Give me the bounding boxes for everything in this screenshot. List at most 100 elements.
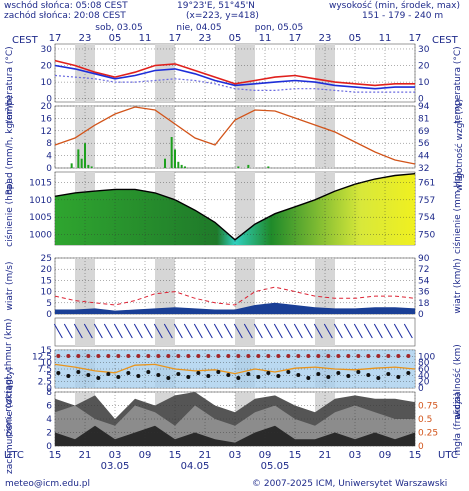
wind-ylabel-left: wiatr (m/s) xyxy=(5,261,15,311)
wind-mean-area xyxy=(55,302,415,314)
ytick-right-1: 32 xyxy=(418,164,429,174)
cloud-top-dot xyxy=(236,354,241,358)
cloud-top-dot xyxy=(376,354,381,358)
hour-bottom-tick: 09 xyxy=(379,450,392,461)
wind-direction-arrow xyxy=(123,323,133,339)
ytick-left-5: 0 xyxy=(46,442,52,452)
ytick-right-2: 754 xyxy=(418,213,435,223)
ytick-right-1: 81 xyxy=(418,114,429,124)
wind-direction-arrow xyxy=(383,323,393,339)
cloud-base-dot xyxy=(406,371,411,375)
cloud-top-dot xyxy=(346,354,351,358)
cloud-top-dot xyxy=(66,354,71,358)
cloud-top-dot xyxy=(386,354,391,358)
cloud-base-dot xyxy=(366,373,371,377)
cloud-base-dot xyxy=(386,372,391,376)
hour-bottom-tick: 15 xyxy=(49,450,62,461)
ytick-left-3: 10 xyxy=(41,288,53,298)
hour-bottom-tick: 15 xyxy=(409,450,422,461)
ytick-left-4: 7.5 xyxy=(38,365,52,375)
cloud-top-dot xyxy=(366,354,371,358)
hour-bottom-tick: 15 xyxy=(169,450,182,461)
cloud-top-dot xyxy=(86,354,91,358)
ytick-right-5: 0.75 xyxy=(418,402,438,412)
wind-direction-arrow xyxy=(153,323,163,339)
wind-direction-arrow xyxy=(313,323,323,339)
cloud-base-dot xyxy=(276,374,281,378)
wind-direction-arrow xyxy=(213,323,223,339)
ytick-right-5: 0.25 xyxy=(418,429,438,439)
sunrise-text: wschód słońca: 05:08 CEST xyxy=(4,1,128,11)
cloud-base-dot xyxy=(356,370,361,374)
wind-ylabel-right: wiatr (km/h) xyxy=(453,258,463,314)
utc-label-right: UTC xyxy=(438,450,458,461)
cloud-base-dot xyxy=(206,374,211,378)
cloud-base-dot xyxy=(266,371,271,375)
precip-bar xyxy=(174,149,176,168)
ytick-right-1: 69 xyxy=(418,127,430,137)
night-band-1-2 xyxy=(235,106,255,168)
ytick-left-4: 15 xyxy=(41,346,52,356)
hour-bottom-tick: 03 xyxy=(109,450,122,461)
cloud-top-dot xyxy=(126,354,131,358)
precip-bar xyxy=(237,166,240,168)
cloud-cover-ylabel-left: zachmurzenie (oktanty) xyxy=(5,366,15,474)
ytick-left-2: 1005 xyxy=(29,213,52,223)
wind-direction-arrow xyxy=(113,323,123,339)
date-bottom-label: 03.05 xyxy=(101,461,130,472)
wind-dir-night-2 xyxy=(235,318,255,346)
hour-top-tick: 11 xyxy=(139,33,152,44)
hour-top-tick: 23 xyxy=(319,33,332,44)
temperature-series-line xyxy=(54,59,415,87)
ytick-right-3: 36 xyxy=(418,288,430,298)
night-band-0-2 xyxy=(235,44,255,102)
hour-top-tick: 23 xyxy=(199,33,212,44)
ytick-left-4: 5 xyxy=(46,371,52,381)
temperature-series-line xyxy=(54,74,415,93)
ytick-left-2: 1000 xyxy=(29,231,52,241)
night-band-3-1 xyxy=(155,258,175,314)
wind-dir-night-3 xyxy=(315,318,335,346)
cloud-base-dot xyxy=(336,371,341,375)
cloud-top-dot xyxy=(206,354,211,358)
cloud-base-dot xyxy=(136,374,141,378)
wind-direction-arrow xyxy=(133,323,143,339)
precip-bar xyxy=(247,164,250,168)
cloud-base-dot xyxy=(306,376,311,380)
ytick-right-4: 100 xyxy=(418,352,435,362)
wind-direction-arrow xyxy=(283,323,293,339)
hour-top-tick: 11 xyxy=(379,33,392,44)
footer-email[interactable]: meteo@icm.edu.pl xyxy=(5,479,90,489)
day-top-label: sob, 03.05 xyxy=(95,23,142,33)
ytick-left-3: 15 xyxy=(41,276,52,286)
wind-direction-arrow xyxy=(53,323,63,339)
ytick-right-0: 10 xyxy=(418,78,430,88)
cloud-base-dot xyxy=(176,372,181,376)
fog-ylabel-right: mgła (frakcja) xyxy=(453,392,463,456)
wind-direction-arrow xyxy=(83,323,93,339)
cloud-top-dot xyxy=(156,354,161,358)
hour-bottom-tick: 09 xyxy=(139,450,152,461)
temperature-series-line xyxy=(54,64,415,90)
wind-direction-arrow xyxy=(273,323,283,339)
wind-direction-arrow xyxy=(103,323,113,339)
ytick-right-4: 20 xyxy=(418,378,430,388)
ytick-right-4: 60 xyxy=(418,365,430,375)
cest-label-left: CEST xyxy=(12,35,38,46)
cloud-base-dot xyxy=(126,371,131,375)
ytick-left-5: 8 xyxy=(46,388,52,398)
cloud-top-dot xyxy=(106,354,111,358)
footer-copyright: © 2007-2025 ICM, Uniwersytet Warszawski xyxy=(252,479,448,489)
ytick-right-2: 757 xyxy=(418,196,435,206)
wind-direction-arrow xyxy=(143,323,153,339)
wind-direction-arrow xyxy=(293,323,303,339)
ytick-right-1: 56 xyxy=(418,139,430,149)
wind-dir-night-0 xyxy=(75,318,95,346)
ytick-left-1: 12 xyxy=(41,127,52,137)
ytick-left-1: 20 xyxy=(41,102,53,112)
precip-bar xyxy=(90,166,93,168)
ytick-left-3: 20 xyxy=(41,265,53,275)
precip-bar xyxy=(80,158,83,168)
humidity-line xyxy=(54,106,416,165)
